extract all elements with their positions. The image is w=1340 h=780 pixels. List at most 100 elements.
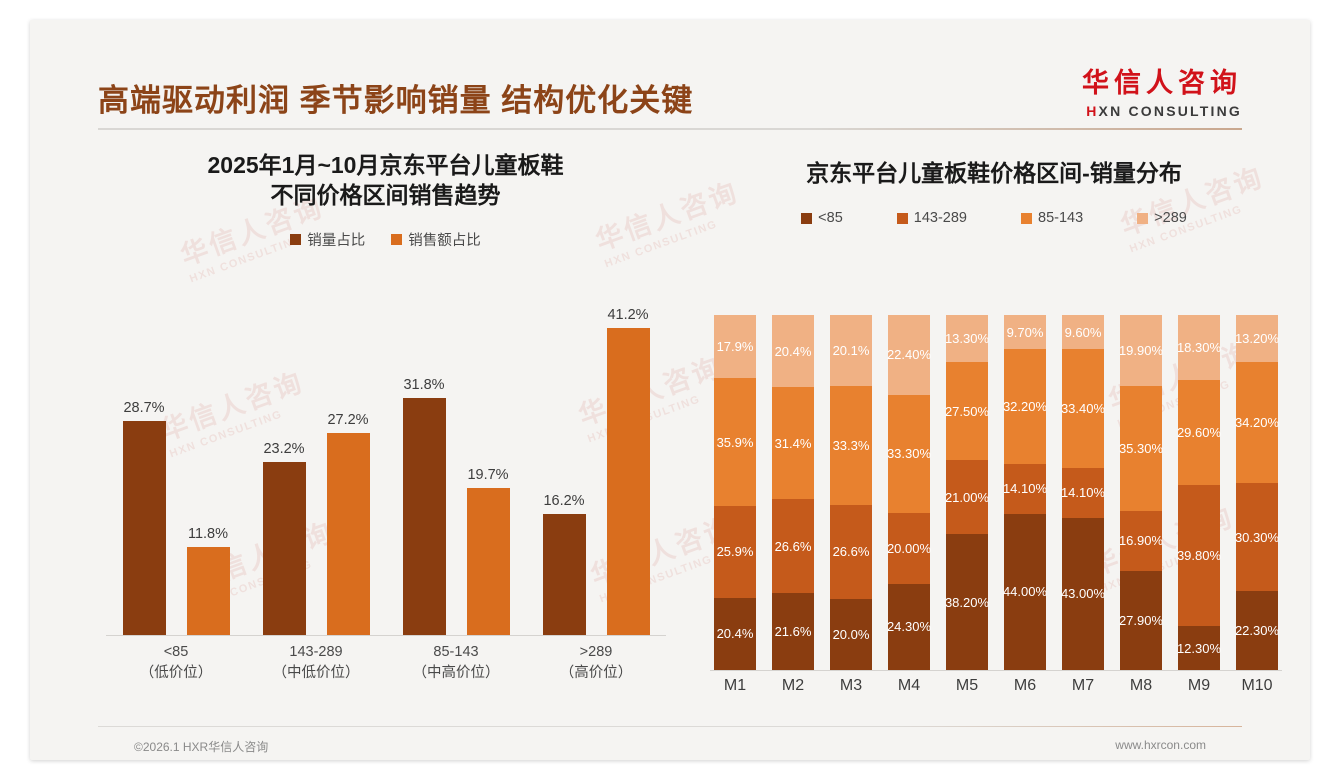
x-tick-range: <85 xyxy=(163,644,189,660)
stacked-bar-segment[interactable]: 20.1% xyxy=(830,315,872,387)
stacked-bar-column[interactable]: 19.90% 35.30% 16.90% 27.90% xyxy=(1118,315,1164,670)
stacked-bar-segment[interactable]: 21.00% xyxy=(944,459,990,535)
stacked-bar-column[interactable]: 9.70% 32.20% 14.10% 44.00% xyxy=(1002,315,1048,670)
bar-value-label: 23.2% xyxy=(263,441,305,458)
segment-value-label: 27.90% xyxy=(1118,612,1164,628)
bar-rect[interactable] xyxy=(326,432,370,635)
bar-group: 23.2% 27.2% xyxy=(246,300,386,635)
stacked-bar-column[interactable]: 22.40% 33.30% 20.00% 24.30% xyxy=(886,315,932,670)
bar-column[interactable]: 41.2% xyxy=(606,300,650,635)
bar-value-label: 11.8% xyxy=(187,526,229,543)
bar-column[interactable]: 11.8% xyxy=(186,300,230,635)
stacked-bar-segment[interactable]: 20.4% xyxy=(772,315,814,388)
bar-group: 16.2% 41.2% xyxy=(526,300,666,635)
stacked-bar-segment[interactable]: 24.30% xyxy=(886,583,932,670)
stacked-bar-segment[interactable]: 34.20% xyxy=(1235,361,1279,484)
segment-value-label: 9.60% xyxy=(1064,324,1102,340)
stacked-bar-segment[interactable]: 31.4% xyxy=(772,387,814,499)
bar-rect[interactable] xyxy=(542,514,586,635)
stacked-bar-segment[interactable]: 35.30% xyxy=(1119,385,1163,511)
bar-column[interactable]: 28.7% xyxy=(122,300,166,635)
segment-value-label: 35.9% xyxy=(716,434,754,450)
stacked-bar-segment[interactable]: 19.90% xyxy=(1119,315,1163,386)
bar-rect[interactable] xyxy=(262,462,306,635)
stacked-bar-segment[interactable]: 13.30% xyxy=(945,315,989,363)
x-tick-range: 143-289 xyxy=(289,644,343,660)
x-tick-label: M1 xyxy=(723,677,747,694)
segment-value-label: 20.4% xyxy=(716,626,754,642)
stacked-bar-segment[interactable]: 20.0% xyxy=(830,598,872,670)
segment-value-label: 20.0% xyxy=(832,626,870,642)
bar-value-label: 28.7% xyxy=(123,400,165,417)
stacked-bar-segment[interactable]: 27.50% xyxy=(944,362,990,460)
footer-copyright: ©2026.1 HXR华信人咨询 xyxy=(134,740,269,754)
stacked-bar-column[interactable]: 17.9% 35.9% 25.9% 20.4% xyxy=(714,315,756,670)
stacked-bar-segment[interactable]: 33.40% xyxy=(1061,349,1105,468)
stacked-bar-segment[interactable]: 30.30% xyxy=(1234,483,1280,591)
stacked-bar-segment[interactable]: 26.6% xyxy=(772,498,814,594)
stacked-bar-segment[interactable]: 44.00% xyxy=(1002,513,1048,670)
stacked-bar-column[interactable]: 20.1% 33.3% 26.6% 20.0% xyxy=(830,315,872,670)
stacked-bar-segment[interactable]: 26.6% xyxy=(830,504,872,599)
bar-column[interactable]: 23.2% xyxy=(262,300,306,635)
stacked-bar-segment[interactable]: 9.70% xyxy=(1004,315,1046,350)
segment-value-label: 24.30% xyxy=(886,619,932,635)
stacked-bar-segment[interactable]: 20.00% xyxy=(887,512,931,584)
stacked-bar-segment[interactable]: 22.40% xyxy=(887,315,931,395)
legend-left-item-0[interactable]: 销量占比 xyxy=(290,229,365,250)
segment-value-label: 13.20% xyxy=(1234,330,1280,346)
stacked-bar-segment[interactable]: 20.4% xyxy=(714,597,756,670)
bar-rect[interactable] xyxy=(122,421,166,635)
segment-value-label: 27.50% xyxy=(944,403,990,419)
stacked-bar-segment[interactable]: 39.80% xyxy=(1177,485,1221,627)
bar-rect[interactable] xyxy=(186,547,230,635)
stacked-bar-segment[interactable]: 21.6% xyxy=(772,593,814,670)
bar-column[interactable]: 16.2% xyxy=(542,300,586,635)
bar-value-label: 16.2% xyxy=(543,493,585,510)
segment-value-label: 30.30% xyxy=(1234,529,1280,545)
footer-website[interactable]: www.hxrcon.com xyxy=(1115,738,1206,752)
legend-label: 销售额占比 xyxy=(408,232,481,249)
legend-label: 销量占比 xyxy=(307,232,366,249)
stacked-bar-segment[interactable]: 17.9% xyxy=(714,315,756,379)
legend-right-item-2[interactable]: 85-143 xyxy=(1021,210,1083,226)
stacked-bar-segment[interactable]: 38.20% xyxy=(945,534,989,670)
stacked-bar-segment[interactable]: 33.30% xyxy=(887,394,931,513)
stacked-bar-segment[interactable]: 35.9% xyxy=(714,378,756,506)
stacked-bar-segment[interactable]: 12.30% xyxy=(1176,626,1222,670)
stacked-bar-segment[interactable]: 32.20% xyxy=(1003,349,1047,464)
stacked-bar-segment[interactable]: 25.9% xyxy=(714,505,756,598)
bar-column[interactable]: 31.8% xyxy=(402,300,446,635)
legend-right-item-0[interactable]: <85 xyxy=(801,210,843,226)
segment-value-label: 12.30% xyxy=(1176,640,1222,656)
stacked-bar-segment[interactable]: 9.60% xyxy=(1062,315,1104,350)
stacked-bar-segment[interactable]: 29.60% xyxy=(1177,379,1221,486)
stacked-bar-segment[interactable]: 33.3% xyxy=(830,386,872,505)
stacked-bar-segment[interactable]: 14.10% xyxy=(1061,467,1105,518)
grouped-x-tick-labels: <85 （低价位） 143-289 （中低价位） 85-143 （中高价位） >289 （高价… xyxy=(106,642,666,702)
stacked-bar-segment[interactable]: 16.90% xyxy=(1119,510,1163,571)
bar-column[interactable]: 27.2% xyxy=(326,300,370,635)
bar-rect[interactable] xyxy=(606,328,650,635)
stacked-bar-column[interactable]: 9.60% 33.40% 14.10% 43.00% xyxy=(1061,315,1105,670)
stacked-bar-column[interactable]: 18.30% 29.60% 39.80% 12.30% xyxy=(1176,315,1222,670)
bar-rect[interactable] xyxy=(466,488,510,635)
legend-left-item-1[interactable]: 销售额占比 xyxy=(391,229,481,250)
legend-swatch-icon xyxy=(1021,212,1032,224)
stacked-bar-segment[interactable]: 14.10% xyxy=(1003,463,1047,514)
legend-right-item-3[interactable]: >289 xyxy=(1137,210,1187,226)
segment-value-label: 21.00% xyxy=(944,489,990,505)
stacked-bar-segment[interactable]: 43.00% xyxy=(1061,517,1105,670)
x-tick-tier: （中高价位） xyxy=(412,665,500,682)
stacked-bar-column[interactable]: 13.30% 27.50% 21.00% 38.20% xyxy=(944,315,990,670)
segment-value-label: 44.00% xyxy=(1002,584,1048,600)
stacked-bar-segment[interactable]: 27.90% xyxy=(1118,570,1164,670)
stacked-bar-segment[interactable]: 13.20% xyxy=(1234,315,1280,362)
bar-column[interactable]: 19.7% xyxy=(466,300,510,635)
stacked-bar-segment[interactable]: 22.30% xyxy=(1235,590,1279,670)
legend-right-item-1[interactable]: 143-289 xyxy=(896,210,967,226)
bar-rect[interactable] xyxy=(402,398,446,635)
stacked-bar-column[interactable]: 13.20% 34.20% 30.30% 22.30% xyxy=(1234,315,1280,670)
stacked-bar-segment[interactable]: 18.30% xyxy=(1177,315,1221,380)
stacked-bar-column[interactable]: 20.4% 31.4% 26.6% 21.6% xyxy=(772,315,814,670)
